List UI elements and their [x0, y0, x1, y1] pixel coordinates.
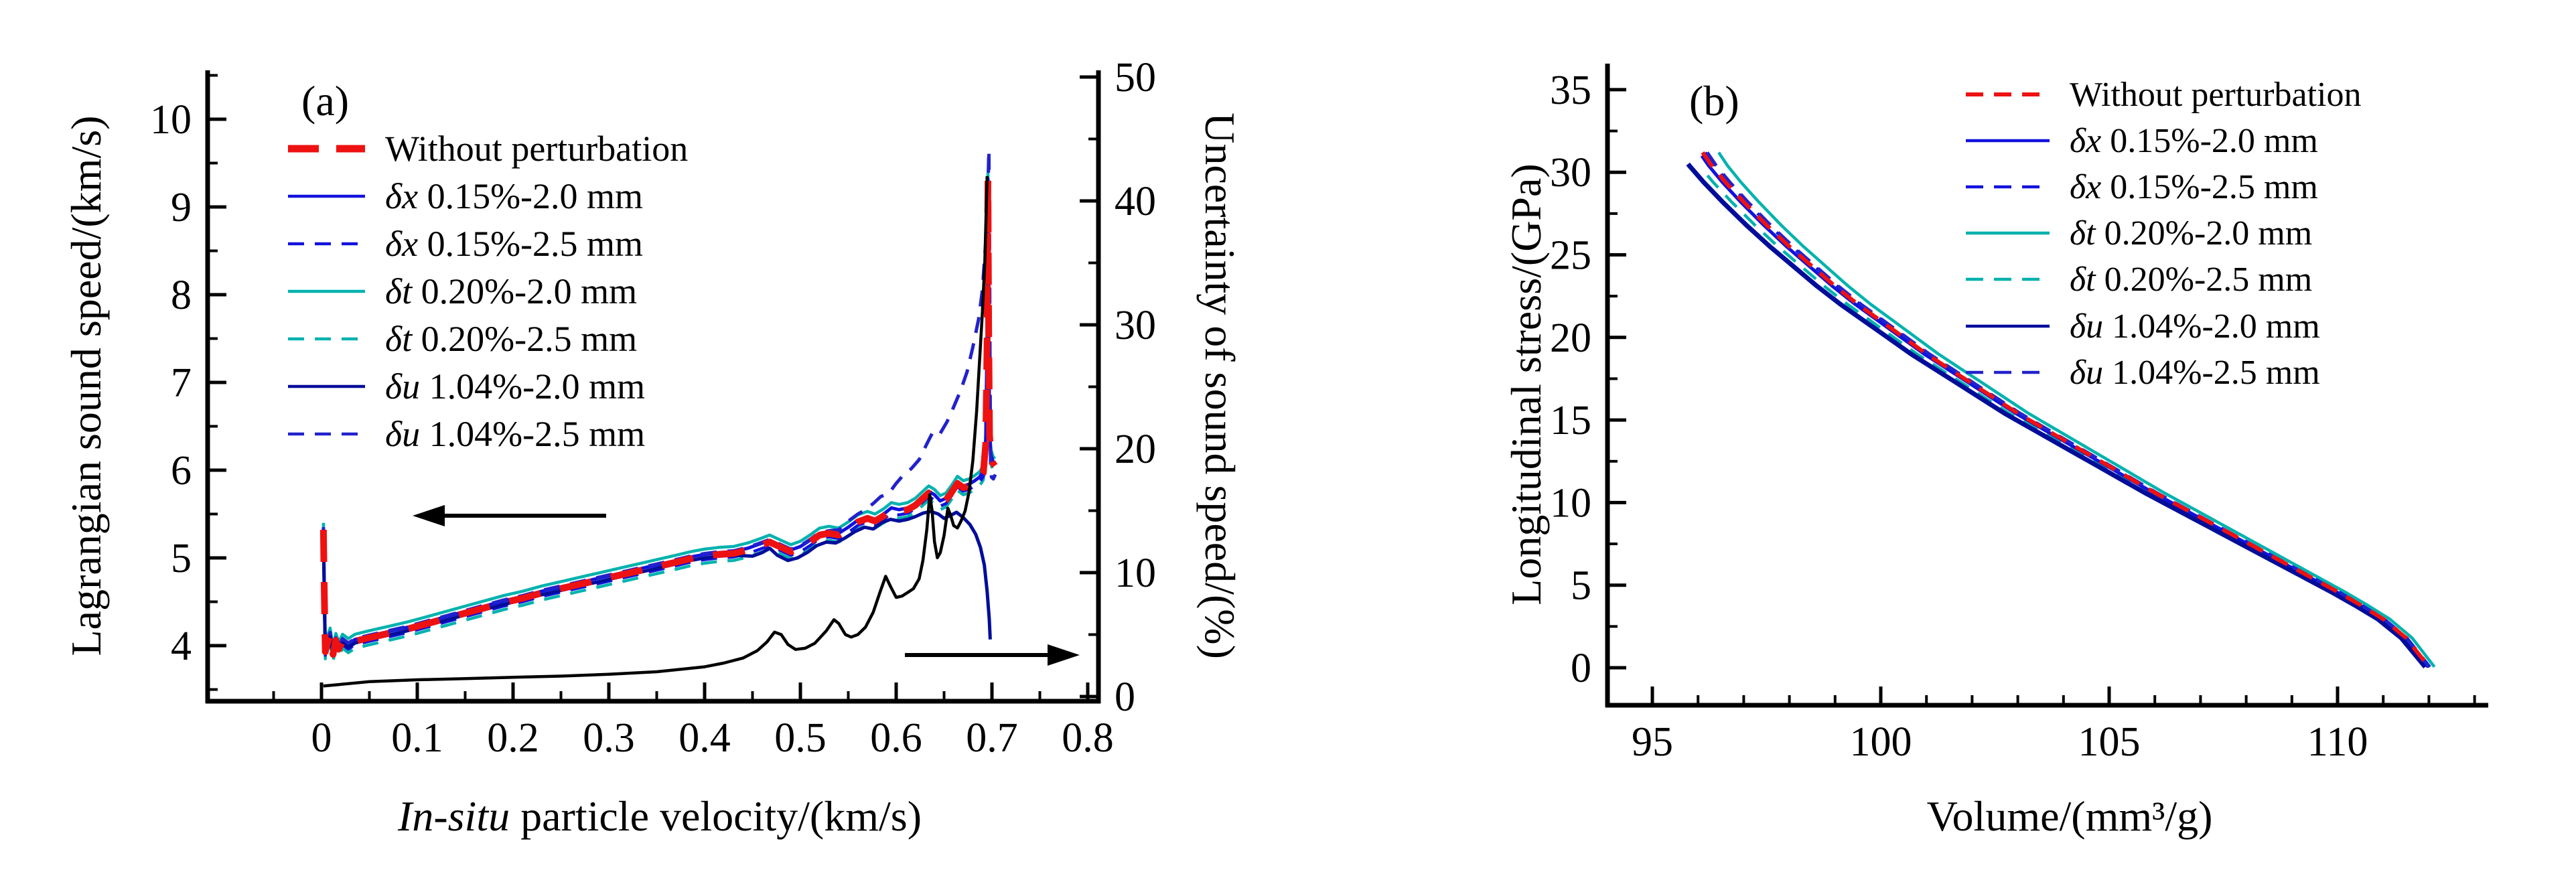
- a-legend-label-du20: δu 1.04%-2.0 mm: [385, 366, 645, 407]
- b-x-tick-label: 95: [1632, 719, 1673, 765]
- a-yl-tick-label: 5: [171, 536, 192, 581]
- b-legend-label-dx20: δx 0.15%-2.0 mm: [2070, 122, 2318, 160]
- b-y-tick-label: 35: [1550, 68, 1591, 113]
- b-x-tick-label: 110: [2307, 719, 2368, 765]
- a-legend-label-du25: δu 1.04%-2.5 mm: [385, 414, 645, 454]
- a-x-tick-label: 0.4: [678, 715, 731, 761]
- a-series-du20: [321, 510, 992, 658]
- b-series-dt20: [1717, 151, 2436, 668]
- a-legend-label-without: Without perturbation: [385, 129, 688, 169]
- a-xlabel: In-situ particle velocity/(km/s): [397, 792, 922, 840]
- a-ylabel-left: Lagrangian sound speed/(km/s): [62, 116, 110, 656]
- a-x-tick-label: 0.7: [966, 715, 1018, 761]
- a-yl-tick-label: 9: [171, 185, 192, 230]
- b-y-tick-label: 15: [1550, 398, 1591, 443]
- a-x-tick-label: 0.3: [583, 715, 635, 761]
- a-yl-tick-label: 10: [150, 97, 192, 143]
- b-series-du25: [1705, 151, 2431, 668]
- a-series-uncertainty: [323, 175, 989, 688]
- b-series-without: [1701, 151, 2431, 668]
- a-ylabel-right: Uncertainty of sound speed/(%): [1196, 113, 1244, 659]
- b-panel-tag: (b): [1689, 77, 1739, 125]
- a-x-tick-label: 0.2: [487, 715, 539, 761]
- a-yl-tick-label: 4: [171, 624, 192, 669]
- b-legend-label-dx25: δx 0.15%-2.5 mm: [2070, 168, 2318, 206]
- a-legend-label-dt20: δt 0.20%-2.0 mm: [385, 271, 637, 311]
- a-x-tick-label: 0.5: [774, 715, 827, 761]
- a-yr-tick-label: 50: [1115, 55, 1156, 100]
- a-yl-tick-label: 6: [171, 448, 192, 494]
- a-x-tick-label: 0.6: [870, 715, 922, 761]
- b-y-tick-label: 0: [1571, 646, 1591, 691]
- a-yr-tick-label: 40: [1115, 179, 1156, 224]
- a-right-arrow-head: [1048, 644, 1080, 666]
- b-x-tick-label: 100: [1850, 719, 1912, 765]
- b-ylabel: Longitudinal stress/(GPa): [1502, 163, 1550, 605]
- a-x-tick-label: 0.1: [391, 715, 443, 761]
- a-series-without: [319, 177, 998, 658]
- a-panel-tag: (a): [301, 77, 349, 125]
- a-x-tick-label: 0: [311, 715, 332, 761]
- a-x-tick-label: 0.8: [1062, 715, 1114, 761]
- b-series-dx25: [1704, 151, 2431, 668]
- b-series-dx20: [1700, 155, 2429, 668]
- a-series-dt25: [321, 186, 997, 663]
- a-yr-tick-label: 10: [1115, 551, 1156, 596]
- a-legend-label-dx25: δx 0.15%-2.5 mm: [385, 224, 643, 264]
- b-y-tick-label: 10: [1550, 480, 1591, 526]
- b-series-dt25: [1706, 174, 2426, 668]
- b-series-du20: [1686, 162, 2427, 669]
- b-legend-label-du25: δu 1.04%-2.5 mm: [2070, 354, 2320, 392]
- b-legend-label-dt20: δt 0.20%-2.0 mm: [2070, 214, 2312, 252]
- b-y-tick-label: 20: [1550, 315, 1591, 361]
- a-left-arrow-head: [413, 505, 445, 526]
- b-legend-label-dt25: δt 0.20%-2.5 mm: [2070, 261, 2312, 299]
- b-legend-label-du20: δu 1.04%-2.0 mm: [2070, 307, 2320, 346]
- b-y-tick-label: 5: [1571, 563, 1591, 609]
- a-legend-label-dx20: δx 0.15%-2.0 mm: [385, 176, 643, 216]
- b-x-tick-label: 105: [2078, 719, 2141, 765]
- b-legend-label-without: Without perturbation: [2070, 76, 2361, 114]
- a-legend-label-dt25: δt 0.20%-2.5 mm: [385, 319, 637, 359]
- b-y-tick-label: 25: [1550, 233, 1591, 279]
- a-yr-tick-label: 20: [1115, 427, 1156, 472]
- a-yl-tick-label: 7: [171, 360, 192, 406]
- b-xlabel: Volume/(mm³/g): [1927, 792, 2213, 840]
- b-y-tick-label: 30: [1550, 150, 1591, 196]
- a-series-dt20: [321, 171, 997, 649]
- a-yr-tick-label: 0: [1115, 674, 1135, 720]
- a-yl-tick-label: 8: [171, 273, 192, 318]
- a-yr-tick-label: 30: [1115, 303, 1156, 348]
